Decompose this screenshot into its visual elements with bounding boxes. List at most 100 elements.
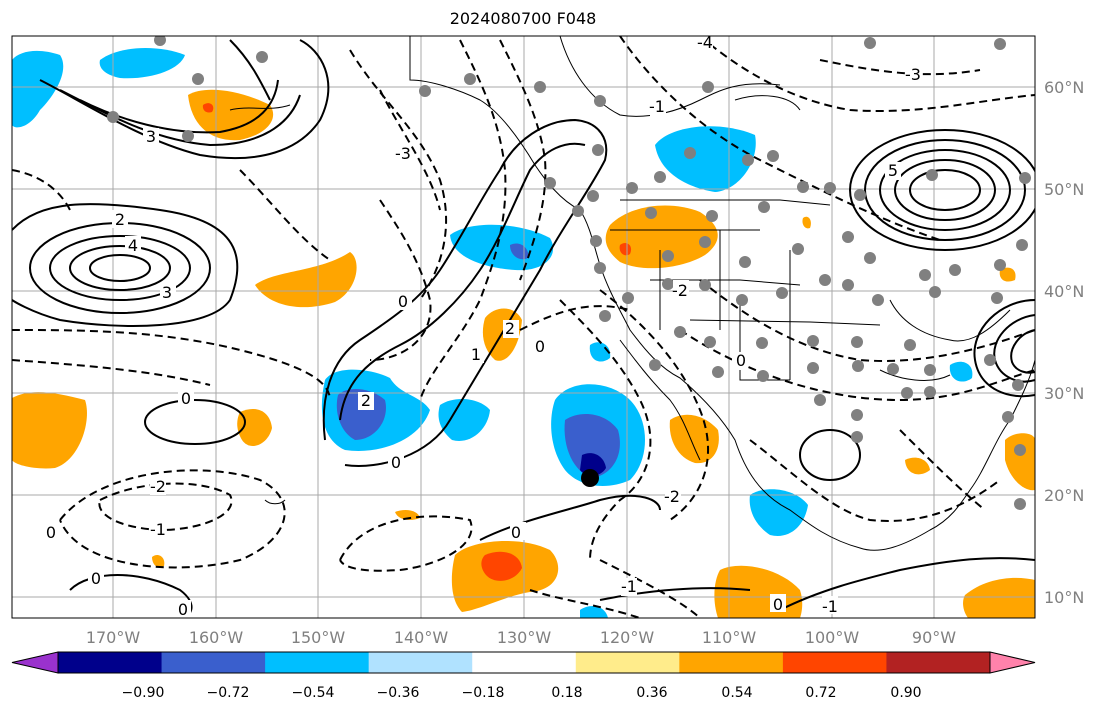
colorbar-frame <box>57 651 991 674</box>
lat-label: 60°N <box>1044 78 1084 97</box>
contour-label: -1 <box>649 97 665 116</box>
colorbar-segment <box>472 652 577 673</box>
contour-label: -3 <box>395 144 411 163</box>
lat-label: 10°N <box>1044 588 1084 607</box>
contour-label: 0 <box>181 389 191 408</box>
colorbar-segment <box>886 652 991 673</box>
contour-label: 5 <box>888 161 898 180</box>
station-markers <box>107 36 1031 510</box>
positive-region <box>188 89 274 141</box>
colorbar-segment <box>265 652 370 673</box>
lon-label: 130°W <box>497 628 552 647</box>
longitude-labels: 170°W 160°W 150°W 140°W 130°W 120°W 110°… <box>86 628 956 647</box>
contour-label: 0 <box>511 523 521 542</box>
lon-label: 110°W <box>702 628 757 647</box>
colorbar-tick-labels: −0.90 −0.72 −0.54 −0.36 −0.18 0.18 0.36 … <box>122 685 922 701</box>
lon-label: 100°W <box>805 628 860 647</box>
positive-region <box>605 205 718 269</box>
negative-region <box>99 48 185 79</box>
colorbar-tick: 0.90 <box>890 685 921 701</box>
contour-label: 3 <box>162 283 172 302</box>
contour-label: -1 <box>150 520 166 539</box>
colorbar-tick: 0.72 <box>805 685 836 701</box>
contour-label: 0 <box>178 600 188 619</box>
map-title: 2024080700 F048 <box>449 9 597 28</box>
positive-region <box>202 103 214 113</box>
lon-label: 150°W <box>291 628 346 647</box>
positive-region <box>12 392 87 469</box>
contour-label: 0 <box>398 292 408 311</box>
positive-region <box>963 577 1035 618</box>
lat-label: 30°N <box>1044 384 1084 403</box>
positive-region <box>1005 433 1035 491</box>
contour-label: -3 <box>905 65 921 84</box>
colorbar <box>11 651 1036 674</box>
lon-label: 140°W <box>394 628 449 647</box>
contour-label: 0 <box>391 453 401 472</box>
contour-label: -4 <box>697 33 713 52</box>
contour-label: 0 <box>91 569 101 588</box>
colorbar-tick: −0.36 <box>377 685 420 701</box>
negative-region <box>655 126 756 192</box>
contour-label: 2 <box>115 210 125 229</box>
contour-label: 3 <box>146 127 156 146</box>
colorbar-tick: −0.90 <box>122 685 165 701</box>
contour-label-group: 0 0 0 0 0 0 0 0 -1 -2 2 2 4 3 <box>42 33 921 619</box>
contour-label: -1 <box>822 597 838 616</box>
map-plot-area: 0 0 0 0 0 0 0 0 -1 -2 2 2 4 3 <box>12 33 1035 619</box>
contour-label: 2 <box>361 391 371 410</box>
colorbar-extend-low <box>11 651 59 674</box>
latitude-labels: 60°N 50°N 40°N 30°N 20°N 10°N <box>1044 78 1084 607</box>
storm-center-marker <box>581 469 599 487</box>
colorbar-extend-high <box>989 651 1036 674</box>
lat-label: 40°N <box>1044 282 1084 301</box>
negative-region <box>12 50 64 128</box>
negative-region <box>450 224 554 271</box>
positive-region <box>481 551 522 581</box>
colorbar-tick: −0.54 <box>292 685 335 701</box>
positive-region <box>152 555 165 568</box>
contour-label: 0 <box>46 523 56 542</box>
colorbar-tick: 0.18 <box>551 685 582 701</box>
contour-label: 2 <box>505 319 515 338</box>
positive-region <box>905 457 930 475</box>
colorbar-segment <box>679 652 784 673</box>
colorbar-tick: −0.72 <box>207 685 250 701</box>
negative-region <box>949 361 973 382</box>
colorbar-segment <box>575 652 680 673</box>
positive-region <box>999 267 1016 282</box>
contour-label: 0 <box>535 337 545 356</box>
colorbar-segment <box>368 652 473 673</box>
lat-label: 50°N <box>1044 180 1084 199</box>
contour-label: 4 <box>128 236 138 255</box>
contour-label: 0 <box>736 351 746 370</box>
positive-region <box>395 510 420 520</box>
negative-region <box>438 398 490 441</box>
contour-label: -1 <box>621 577 637 596</box>
colorbar-tick: −0.18 <box>462 685 505 701</box>
lon-label: 90°W <box>912 628 956 647</box>
contour-label: -2 <box>664 487 680 506</box>
contour-label: -2 <box>672 281 688 300</box>
positive-region <box>237 408 272 447</box>
colorbar-tick: 0.54 <box>721 685 752 701</box>
map-frame <box>11 35 1036 619</box>
colorbar-segment <box>58 652 163 673</box>
graticule <box>12 36 1035 618</box>
positive-region <box>619 243 632 256</box>
lon-label: 120°W <box>600 628 655 647</box>
contour-label: 0 <box>773 595 783 614</box>
positive-region <box>714 565 803 618</box>
negative-region <box>749 489 808 536</box>
colorbar-segment <box>782 652 887 673</box>
positive-region <box>255 252 357 308</box>
positive-region <box>669 414 719 464</box>
colorbar-tick: 0.36 <box>636 685 667 701</box>
contour-label: -2 <box>150 477 166 496</box>
lat-label: 20°N <box>1044 486 1084 505</box>
lon-label: 170°W <box>86 628 141 647</box>
negative-region <box>564 414 620 478</box>
positive-region <box>802 216 811 229</box>
lon-label: 160°W <box>189 628 244 647</box>
